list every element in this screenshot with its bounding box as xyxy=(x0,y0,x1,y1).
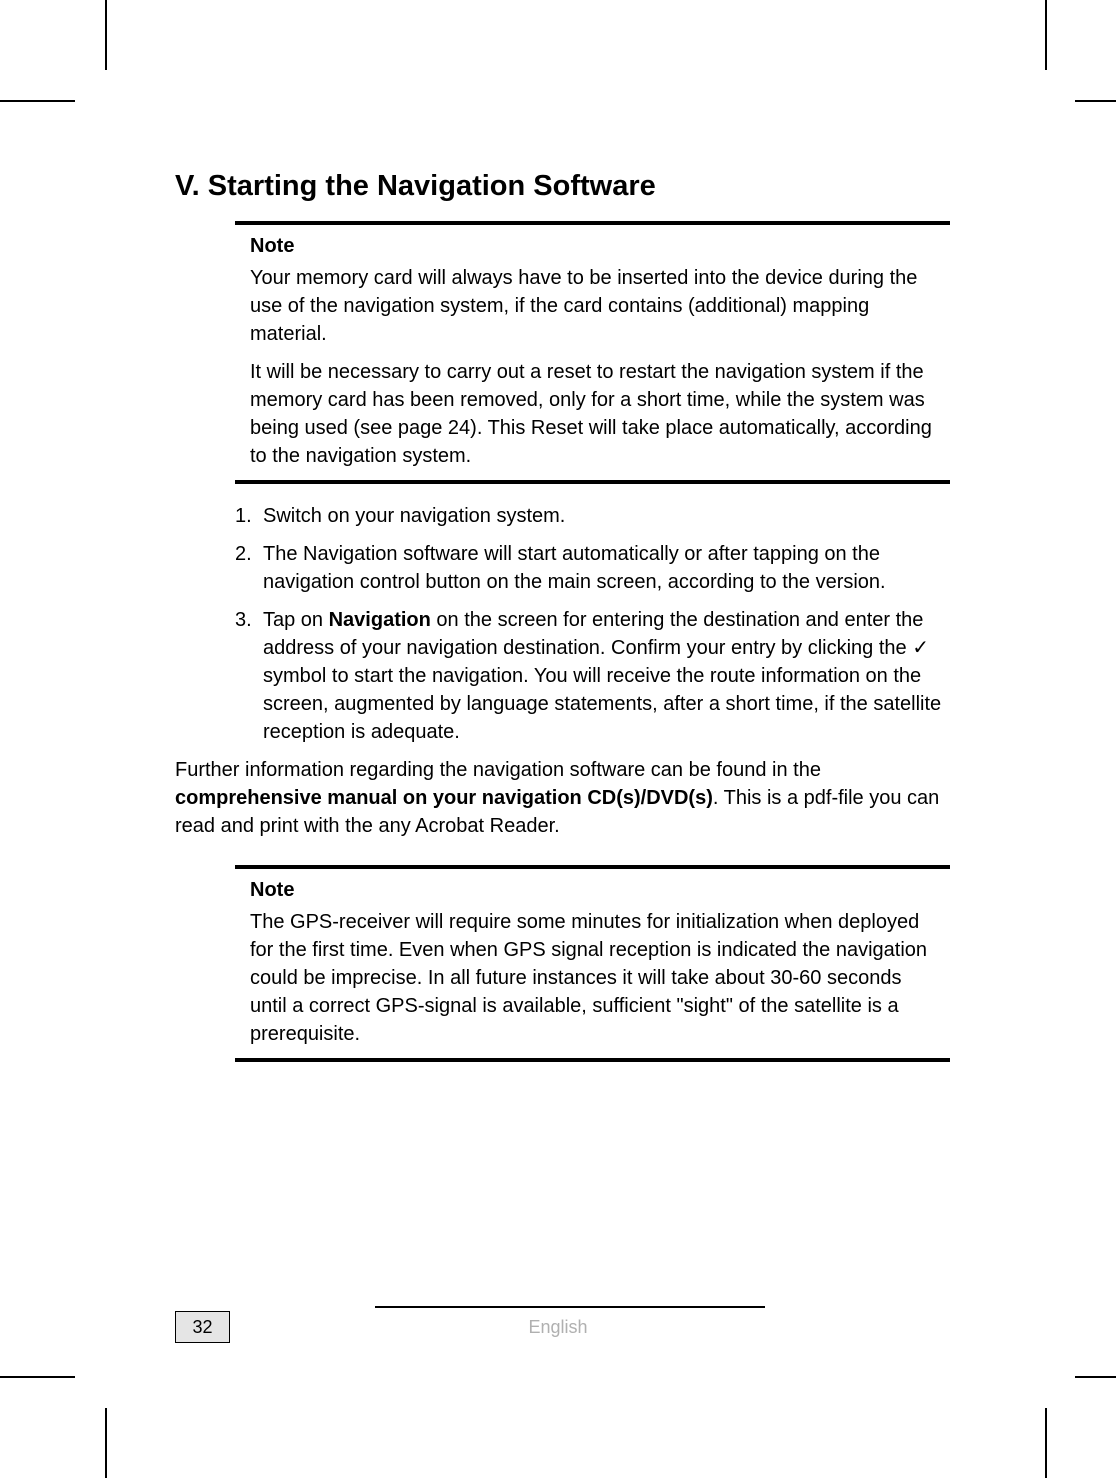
footer-language: English xyxy=(0,1317,1116,1338)
list-item: 3. Tap on Navigation on the screen for e… xyxy=(235,606,950,746)
bold-text: Navigation xyxy=(329,609,431,631)
content-area: V. Starting the Navigation Software Note… xyxy=(175,170,950,1080)
crop-mark xyxy=(1075,1376,1116,1378)
text: symbol to start the navigation. You will… xyxy=(263,665,941,743)
list-number: 3. xyxy=(235,606,263,746)
list-text: The Navigation software will start autom… xyxy=(263,540,950,596)
footer-divider xyxy=(375,1306,765,1308)
list-item: 1. Switch on your navigation system. xyxy=(235,502,950,530)
bold-text: comprehensive manual on your navigation … xyxy=(175,787,713,809)
list-text: Switch on your navigation system. xyxy=(263,502,950,530)
note-title: Note xyxy=(250,235,935,258)
list-text: Tap on Navigation on the screen for ente… xyxy=(263,606,950,746)
list-number: 1. xyxy=(235,502,263,530)
crop-mark xyxy=(0,100,75,102)
list-number: 2. xyxy=(235,540,263,596)
note-box-1: Note Your memory card will always have t… xyxy=(235,221,950,484)
text: Further information regarding the naviga… xyxy=(175,759,821,781)
crop-mark xyxy=(1075,100,1116,102)
checkmark-icon: ✓ xyxy=(912,637,929,659)
ordered-list: 1. Switch on your navigation system. 2. … xyxy=(235,502,950,746)
paragraph: Further information regarding the naviga… xyxy=(175,756,950,840)
note-box-2: Note The GPS-receiver will require some … xyxy=(235,865,950,1062)
crop-mark xyxy=(0,1376,75,1378)
section-heading: V. Starting the Navigation Software xyxy=(175,170,950,203)
note-text: It will be necessary to carry out a rese… xyxy=(250,358,935,470)
note-text: Your memory card will always have to be … xyxy=(250,264,935,348)
note-title: Note xyxy=(250,879,935,902)
note-text: The GPS-receiver will require some minut… xyxy=(250,908,935,1048)
text: Tap on xyxy=(263,609,329,631)
crop-mark xyxy=(1045,0,1047,70)
crop-mark xyxy=(105,0,107,70)
list-item: 2. The Navigation software will start au… xyxy=(235,540,950,596)
crop-mark xyxy=(1045,1408,1047,1478)
crop-mark xyxy=(105,1408,107,1478)
